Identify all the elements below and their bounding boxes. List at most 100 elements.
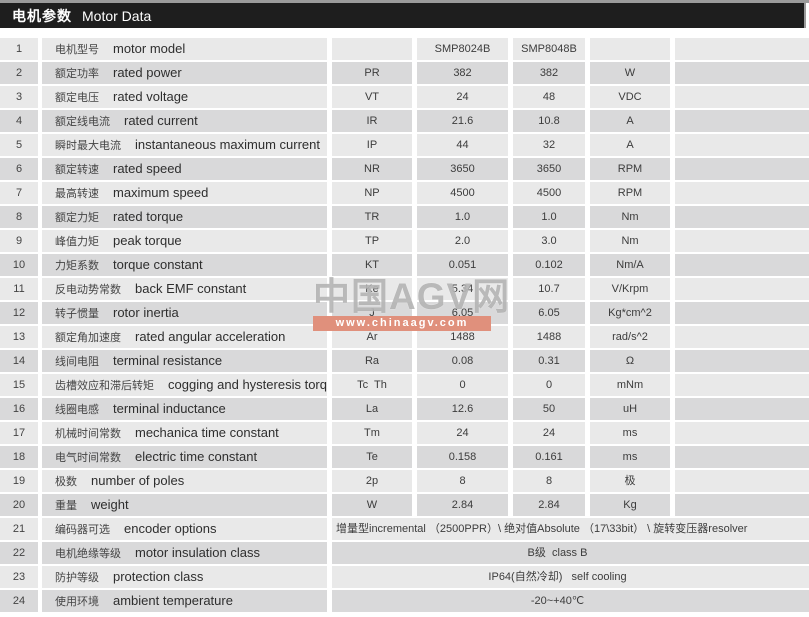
param-name-cn: 使用环境 — [55, 596, 99, 608]
unit-cell: VDC — [590, 86, 670, 108]
unit-cell: Kg*cm^2 — [590, 302, 670, 324]
table-row: 16 线圈电感 terminal inductance La 12.6 50 uH — [0, 398, 809, 420]
param-name-cn: 电机绝缘等级 — [55, 548, 121, 560]
symbol-cell: J — [332, 302, 412, 324]
symbol-cell: IP — [332, 134, 412, 156]
param-name-cn: 编码器可选 — [55, 524, 110, 536]
param-name-cell: 线圈电感 terminal inductance — [42, 398, 327, 420]
param-name-en: motor insulation class — [135, 545, 260, 560]
table-row: 15 齿槽效应和滞后转矩 cogging and hysteresis torque… — [0, 374, 809, 396]
param-name-en: rotor inertia — [113, 305, 179, 320]
value-smp8048b: 0.102 — [513, 254, 585, 276]
empty-trailing-cell — [675, 422, 809, 444]
value-smp8048b: 48 — [513, 86, 585, 108]
table-row: 22 电机绝缘等级 motor insulation class B级 class B — [0, 542, 809, 564]
value-smp8024b: SMP8024B — [417, 38, 508, 60]
unit-cell: ms — [590, 422, 670, 444]
value-smp8048b: 1488 — [513, 326, 585, 348]
param-name-cn: 力矩系数 — [55, 260, 99, 272]
param-name-cell: 防护等级 protection class — [42, 566, 327, 588]
param-name-en: terminal resistance — [113, 353, 223, 368]
value-smp8024b: 2.0 — [417, 230, 508, 252]
param-name-cn: 线间电阻 — [55, 356, 99, 368]
symbol-cell: PR — [332, 62, 412, 84]
page-title-cn: 电机参数 — [12, 7, 72, 24]
row-number: 9 — [0, 230, 38, 252]
row-number: 23 — [0, 566, 38, 588]
unit-cell: A — [590, 134, 670, 156]
unit-cell: A — [590, 110, 670, 132]
param-name-cell: 电气时间常数 electric time constant — [42, 446, 327, 468]
row-number: 6 — [0, 158, 38, 180]
value-smp8024b: 3650 — [417, 158, 508, 180]
table-row: 2 额定功率 rated power PR 382 382 W — [0, 62, 809, 84]
table-row: 6 额定转速 rated speed NR 3650 3650 RPM — [0, 158, 809, 180]
table-row: 19 极数 number of poles 2p 8 8 极 — [0, 470, 809, 492]
value-smp8048b: 4500 — [513, 182, 585, 204]
param-name-cn: 额定力矩 — [55, 212, 99, 224]
value-smp8024b: 4500 — [417, 182, 508, 204]
value-smp8024b: 5.34 — [417, 278, 508, 300]
param-name-en: maximum speed — [113, 185, 209, 200]
title-bar: 电机参数 Motor Data — [0, 3, 806, 28]
param-name-en: mechanica time constant — [135, 425, 279, 440]
empty-trailing-cell — [675, 470, 809, 492]
unit-cell: RPM — [590, 182, 670, 204]
symbol-cell: La — [332, 398, 412, 420]
param-name-cn: 额定角加速度 — [55, 332, 121, 344]
param-name-cell: 极数 number of poles — [42, 470, 327, 492]
param-name-cn: 线圈电感 — [55, 404, 99, 416]
unit-cell: mNm — [590, 374, 670, 396]
table-row: 1 电机型号 motor model SMP8024B SMP8048B — [0, 38, 809, 60]
value-smp8024b: 24 — [417, 422, 508, 444]
param-name-cell: 编码器可选 encoder options — [42, 518, 327, 540]
param-name-en: weight — [91, 497, 129, 512]
row-number: 8 — [0, 206, 38, 228]
table-row: 23 防护等级 protection class IP64(自然冷却) self co… — [0, 566, 809, 588]
row-number: 21 — [0, 518, 38, 540]
param-name-en: rated current — [124, 113, 198, 128]
param-name-cn: 额定电压 — [55, 92, 99, 104]
row-number: 10 — [0, 254, 38, 276]
param-name-cell: 额定功率 rated power — [42, 62, 327, 84]
table-row: 5 瞬时最大电流 instantaneous maximum current IP 44… — [0, 134, 809, 156]
param-name-cell: 机械时间常数 mechanica time constant — [42, 422, 327, 444]
value-smp8024b: 0 — [417, 374, 508, 396]
value-smp8024b: 21.6 — [417, 110, 508, 132]
row-number: 12 — [0, 302, 38, 324]
row-number: 1 — [0, 38, 38, 60]
row-number: 24 — [0, 590, 38, 612]
symbol-cell: VT — [332, 86, 412, 108]
empty-trailing-cell — [675, 206, 809, 228]
value-smp8024b: 382 — [417, 62, 508, 84]
table-row: 18 电气时间常数 electric time constant Te 0.158 0.1… — [0, 446, 809, 468]
value-smp8024b: 24 — [417, 86, 508, 108]
table-row: 8 额定力矩 rated torque TR 1.0 1.0 Nm — [0, 206, 809, 228]
param-name-en: protection class — [113, 569, 204, 584]
empty-trailing-cell — [675, 158, 809, 180]
unit-cell: rad/s^2 — [590, 326, 670, 348]
unit-cell: RPM — [590, 158, 670, 180]
symbol-cell: Ke — [332, 278, 412, 300]
merged-value-cell: IP64(自然冷却) self cooling — [332, 566, 809, 588]
value-smp8048b: SMP8048B — [513, 38, 585, 60]
param-name-cn: 电气时间常数 — [55, 452, 121, 464]
value-smp8048b: 10.7 — [513, 278, 585, 300]
table-row: 7 最高转速 maximum speed NP 4500 4500 RPM — [0, 182, 809, 204]
param-name-en: encoder options — [124, 521, 217, 536]
empty-trailing-cell — [675, 446, 809, 468]
table-row: 20 重量 weight W 2.84 2.84 Kg — [0, 494, 809, 516]
value-smp8024b: 2.84 — [417, 494, 508, 516]
value-smp8024b: 1488 — [417, 326, 508, 348]
symbol-cell: Ra — [332, 350, 412, 372]
merged-value-cell: 增量型incremental （2500PPR）\ 绝对值Absolute （1… — [332, 518, 809, 540]
param-name-cell: 瞬时最大电流 instantaneous maximum current — [42, 134, 327, 156]
row-number: 15 — [0, 374, 38, 396]
value-smp8048b: 24 — [513, 422, 585, 444]
param-name-cell: 额定转速 rated speed — [42, 158, 327, 180]
empty-trailing-cell — [675, 398, 809, 420]
unit-cell: Ω — [590, 350, 670, 372]
param-name-en: peak torque — [113, 233, 182, 248]
merged-value-cell: -20~+40℃ — [332, 590, 809, 612]
